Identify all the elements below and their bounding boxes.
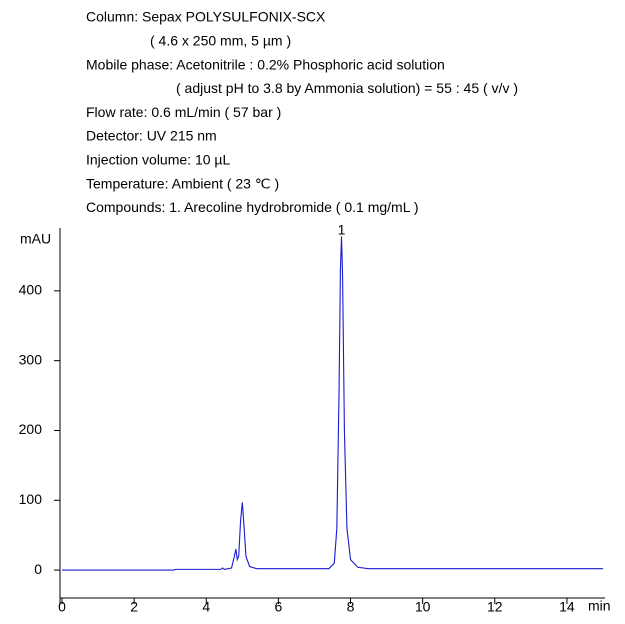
header-line: Column: Sepax POLYSULFONIX-SCX <box>86 9 326 25</box>
header-line: Flow rate: 0.6 mL/min ( 57 bar ) <box>86 104 281 120</box>
x-tick-label: 8 <box>347 599 355 615</box>
x-tick-label: 0 <box>58 599 66 615</box>
chromatogram-line <box>62 236 603 571</box>
y-tick-label: 300 <box>19 351 43 367</box>
peak-label: 1 <box>338 222 346 238</box>
x-tick-label: 10 <box>415 599 431 615</box>
header-line: Compounds: 1. Arecoline hydrobromide ( 0… <box>86 199 419 215</box>
x-tick-label: 6 <box>275 599 283 615</box>
y-tick-label: 400 <box>19 282 43 298</box>
y-tick-label: 0 <box>34 561 42 577</box>
header-line: ( 4.6 x 250 mm, 5 µm ) <box>150 33 291 49</box>
x-tick-label: 2 <box>130 599 138 615</box>
header-line: Temperature: Ambient ( 23 ℃ ) <box>86 175 279 191</box>
x-tick-label: 4 <box>202 599 210 615</box>
y-axis-label: mAU <box>20 231 51 247</box>
y-tick-label: 200 <box>19 421 43 437</box>
y-tick-label: 100 <box>19 491 43 507</box>
header-line: Injection volume: 10 µL <box>86 152 230 168</box>
x-tick-label: 12 <box>487 599 503 615</box>
header-line: Detector: UV 215 nm <box>86 128 217 144</box>
x-tick-label: 14 <box>559 599 575 615</box>
x-axis-label: min <box>588 598 611 614</box>
header-line: Mobile phase: Acetonitrile : 0.2% Phosph… <box>86 56 445 72</box>
header-line: ( adjust pH to 3.8 by Ammonia solution) … <box>176 80 518 96</box>
